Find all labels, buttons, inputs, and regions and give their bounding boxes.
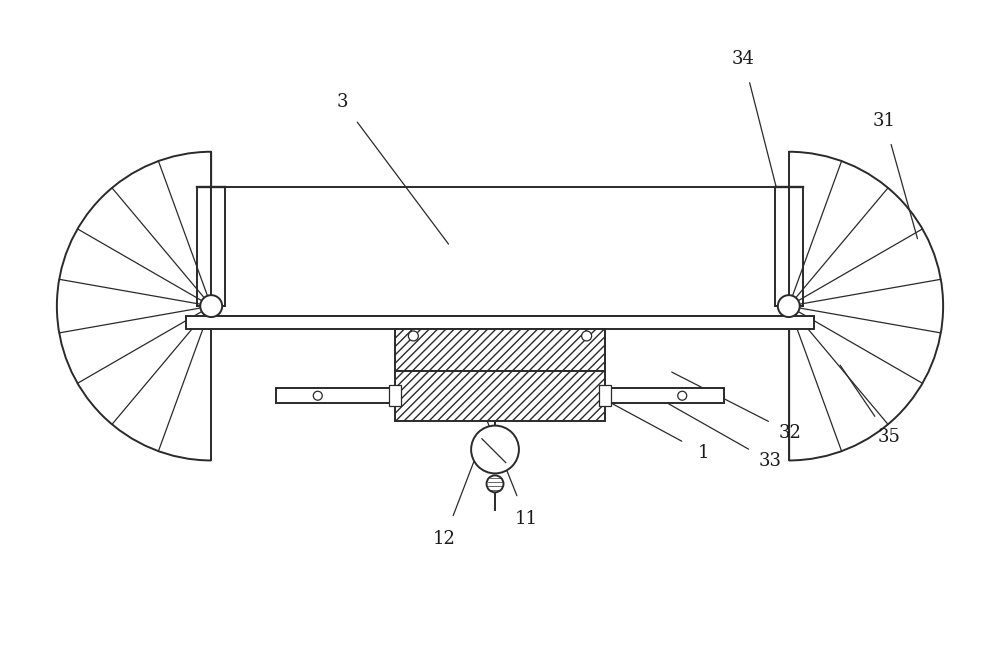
Circle shape xyxy=(582,331,592,341)
Bar xyxy=(599,385,611,406)
Circle shape xyxy=(200,295,222,317)
Text: 35: 35 xyxy=(877,428,900,446)
Circle shape xyxy=(471,426,519,473)
Bar xyxy=(389,385,401,406)
Bar xyxy=(395,371,605,420)
Text: 32: 32 xyxy=(779,424,802,442)
Text: 3: 3 xyxy=(337,93,348,111)
Circle shape xyxy=(678,391,687,400)
Text: 31: 31 xyxy=(873,112,896,130)
Circle shape xyxy=(487,475,503,492)
Text: 12: 12 xyxy=(433,529,456,548)
Circle shape xyxy=(408,331,418,341)
Text: 11: 11 xyxy=(515,510,538,527)
Bar xyxy=(395,329,605,371)
Circle shape xyxy=(313,391,322,400)
Bar xyxy=(276,388,395,403)
Bar xyxy=(211,186,789,316)
Bar xyxy=(186,316,814,329)
Text: 33: 33 xyxy=(758,452,781,470)
Bar xyxy=(605,388,724,403)
Text: 34: 34 xyxy=(732,50,755,68)
Text: 1: 1 xyxy=(698,444,709,462)
Circle shape xyxy=(778,295,800,317)
